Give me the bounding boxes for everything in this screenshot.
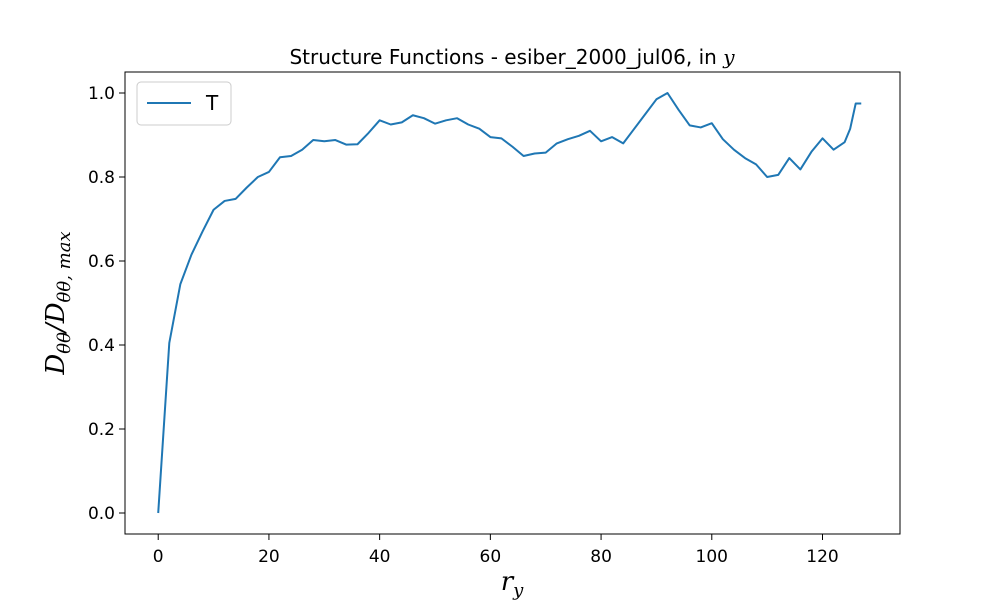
x-tick-label: 120 bbox=[806, 547, 838, 567]
y-tick-label: 0.4 bbox=[88, 336, 115, 356]
plot-frame bbox=[124, 71, 901, 535]
x-tick-label: 20 bbox=[258, 547, 280, 567]
y-tick-label: 0.8 bbox=[88, 168, 115, 188]
x-tick-label: 60 bbox=[480, 547, 502, 567]
y-axis: 0.0 0.2 0.4 0.6 0.8 1.0 bbox=[88, 84, 125, 524]
series-line-T bbox=[157, 92, 862, 514]
x-axis-label: ry bbox=[501, 567, 524, 600]
x-tick-label: 80 bbox=[590, 547, 612, 567]
x-tick-label: 0 bbox=[153, 547, 164, 567]
y-tick-label: 0.0 bbox=[88, 504, 115, 524]
legend-label-T: T bbox=[205, 91, 219, 115]
x-axis: 0 20 40 60 80 100 120 bbox=[153, 534, 839, 567]
y-tick-label: 1.0 bbox=[88, 84, 115, 104]
chart-title: Structure Functions - esiber_2000_jul06,… bbox=[289, 45, 735, 69]
legend: T bbox=[136, 81, 232, 126]
x-tick-label: 40 bbox=[369, 547, 391, 567]
y-tick-label: 0.6 bbox=[88, 252, 115, 272]
y-tick-label: 0.2 bbox=[88, 420, 115, 440]
y-axis-label: Dθθ/Dθθ, max bbox=[41, 231, 75, 375]
x-tick-label: 100 bbox=[696, 547, 728, 567]
